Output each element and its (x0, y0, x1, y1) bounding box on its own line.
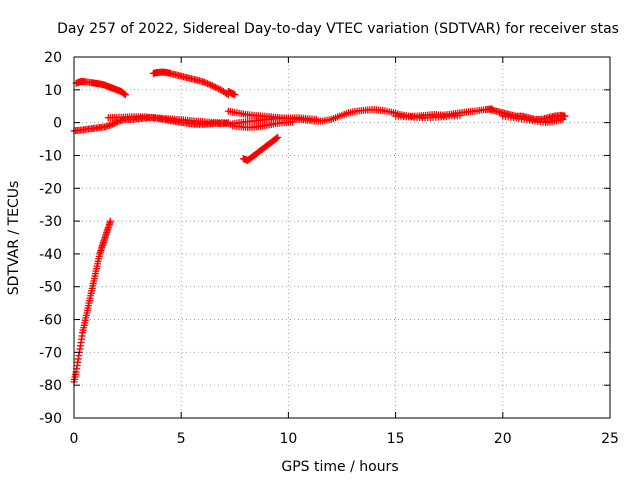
data-point (202, 79, 210, 87)
series-arc-baseline-f (392, 111, 464, 122)
series-arc-dip (239, 133, 282, 164)
data-point (207, 81, 215, 89)
chart-title: Day 257 of 2022, Sidereal Day-to-day VTE… (57, 21, 619, 37)
data-point (231, 91, 239, 99)
x-tick-label: 0 (70, 431, 79, 447)
data-point (205, 80, 213, 88)
y-tick-label: -40 (39, 247, 62, 263)
plot-frame (73, 56, 611, 419)
data-point (199, 78, 207, 86)
series-arc-baseline-e (229, 118, 297, 132)
data-point (289, 118, 297, 126)
data-point (109, 120, 117, 128)
series-arc-baseline-d (227, 114, 320, 128)
x-tick-label: 25 (601, 431, 619, 447)
data-point (210, 82, 218, 90)
data-point (215, 85, 223, 93)
y-tick-label: -50 (39, 280, 62, 296)
series-arc-top-left (72, 78, 129, 99)
x-tick-label: 20 (494, 431, 512, 447)
data-point (274, 133, 282, 141)
data-point (203, 80, 211, 88)
x-tick-label: 15 (387, 431, 405, 447)
y-tick-label: -70 (39, 345, 62, 361)
data-point (312, 115, 320, 123)
y-tick-label: 0 (53, 116, 62, 132)
x-tick-label: 10 (279, 431, 297, 447)
series-arc-rising-low (70, 217, 114, 386)
y-tick-label: -80 (39, 378, 62, 394)
y-axis-label: SDTVAR / TECUs (6, 181, 22, 296)
y-tick-label: 10 (44, 83, 62, 99)
y-tick-label: -60 (39, 313, 62, 329)
data-point (121, 91, 129, 99)
data-point (208, 82, 216, 90)
y-tick-label: -90 (39, 411, 62, 427)
data-point (212, 83, 220, 91)
data-point (559, 115, 567, 123)
data-point (213, 84, 221, 92)
series-arc-spike (224, 87, 239, 99)
y-tick-label: 20 (44, 50, 62, 66)
data-point (110, 119, 118, 127)
x-tick-label: 5 (177, 431, 186, 447)
y-tick-label: -20 (39, 181, 62, 197)
series-arc-right-low (499, 112, 567, 127)
data-point (106, 217, 114, 225)
data-point (273, 134, 281, 142)
data-point (456, 111, 464, 119)
data-point (120, 90, 128, 98)
x-axis-label: GPS time / hours (281, 459, 398, 475)
y-tick-label: -30 (39, 214, 62, 230)
data-point (200, 78, 208, 86)
y-tick-label: -10 (39, 148, 62, 164)
data-point (112, 119, 120, 127)
series-arc-baseline-b (104, 113, 232, 127)
series-arc-top-middle (149, 68, 232, 99)
